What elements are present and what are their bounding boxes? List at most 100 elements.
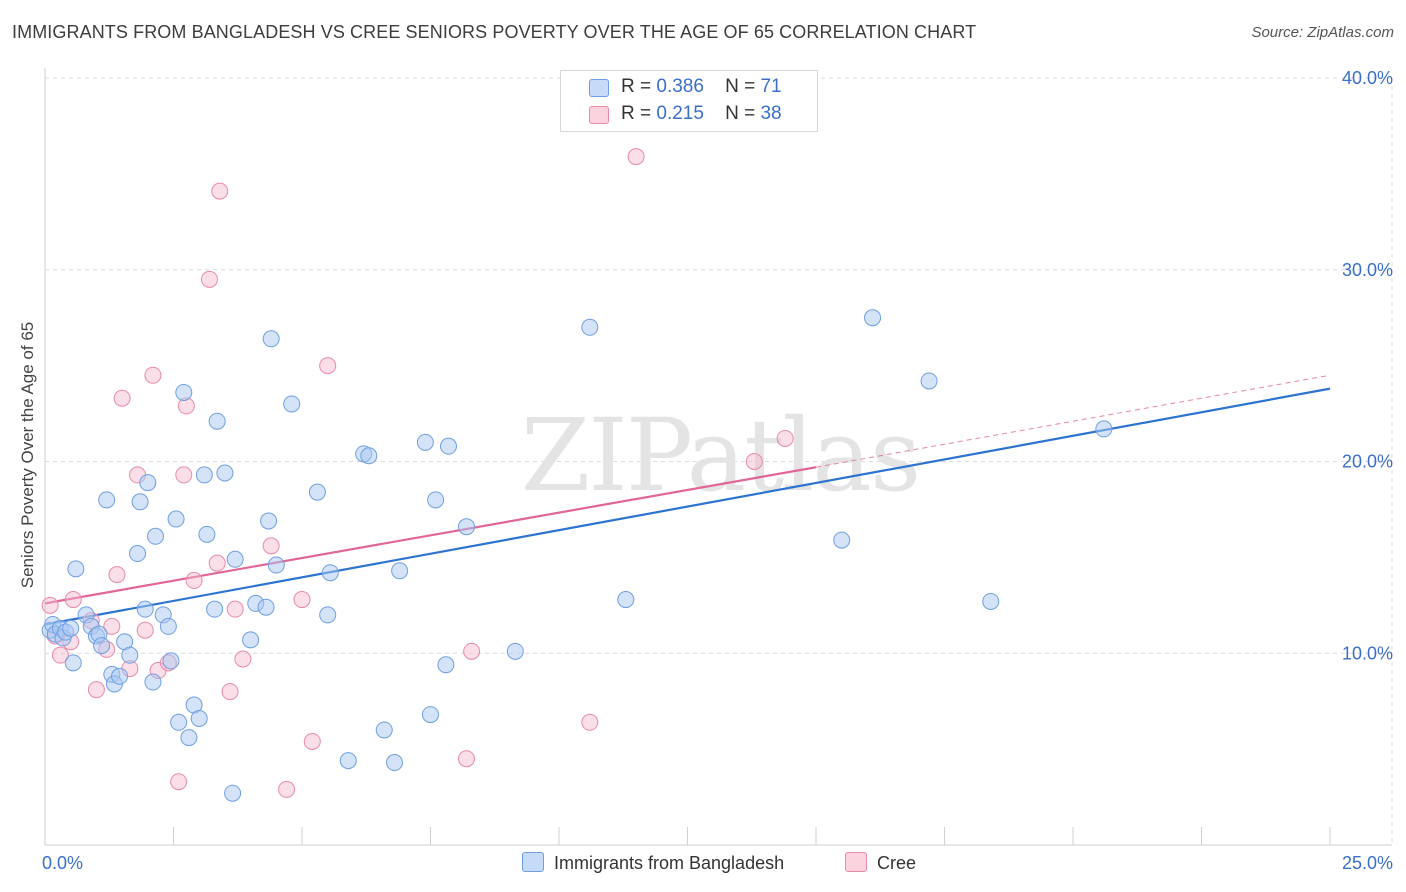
point-bangladesh bbox=[67, 560, 85, 578]
point-cree bbox=[170, 773, 188, 791]
point-bangladesh bbox=[131, 493, 149, 511]
point-bangladesh bbox=[308, 483, 326, 501]
point-bangladesh bbox=[375, 721, 393, 739]
point-cree bbox=[221, 683, 239, 701]
y-tick-label: 30.0% bbox=[1342, 260, 1393, 280]
x-tick-label-max: 25.0% bbox=[1342, 853, 1393, 873]
bottom-legend-label: Cree bbox=[877, 853, 917, 873]
trend-line-cree bbox=[44, 466, 817, 605]
data-points bbox=[41, 148, 1113, 802]
point-cree bbox=[144, 366, 162, 384]
point-cree bbox=[200, 270, 218, 288]
point-cree bbox=[113, 389, 131, 407]
point-bangladesh bbox=[62, 619, 80, 637]
point-cree bbox=[627, 148, 645, 166]
point-bangladesh bbox=[147, 527, 165, 545]
axes bbox=[44, 68, 1392, 846]
point-bangladesh bbox=[198, 525, 216, 543]
point-bangladesh bbox=[416, 433, 434, 451]
point-cree bbox=[745, 453, 763, 470]
bottom-legend-swatch-pink bbox=[845, 852, 867, 872]
x-tick-label-min: 0.0% bbox=[42, 853, 83, 873]
source-label: Source: ZipAtlas.com bbox=[1251, 24, 1394, 41]
point-bangladesh bbox=[617, 591, 635, 609]
point-bangladesh bbox=[139, 474, 157, 492]
point-bangladesh bbox=[506, 642, 524, 660]
point-cree bbox=[136, 621, 154, 639]
point-bangladesh bbox=[260, 512, 278, 530]
tick-labels: 10.0% 20.0% 30.0% 40.0% 0.0% 25.0% bbox=[42, 68, 1393, 873]
point-bangladesh bbox=[121, 646, 139, 664]
trend-line-bangladesh bbox=[44, 387, 1331, 626]
point-bangladesh bbox=[422, 706, 439, 724]
bottom-legend-label: Immigrants from Bangladesh bbox=[554, 853, 785, 873]
point-bangladesh bbox=[208, 412, 226, 430]
y-tick-label: 10.0% bbox=[1342, 643, 1393, 663]
point-bangladesh bbox=[267, 556, 285, 574]
point-bangladesh bbox=[319, 606, 337, 624]
legend-r-value: 0.386 bbox=[656, 76, 704, 97]
point-cree bbox=[278, 780, 296, 798]
point-bangladesh bbox=[283, 395, 301, 413]
legend-n-value: 38 bbox=[760, 103, 782, 124]
point-bangladesh bbox=[162, 652, 180, 670]
point-bangladesh bbox=[98, 491, 116, 509]
point-bangladesh bbox=[175, 383, 193, 401]
point-bangladesh bbox=[216, 464, 234, 482]
legend-n-label: N = bbox=[725, 103, 756, 124]
point-bangladesh bbox=[321, 564, 339, 582]
point-cree bbox=[103, 617, 121, 635]
point-bangladesh bbox=[982, 592, 1000, 610]
point-bangladesh bbox=[864, 309, 882, 327]
point-bangladesh bbox=[262, 330, 280, 348]
point-bangladesh bbox=[190, 709, 208, 727]
bottom-legend-cree: Cree bbox=[845, 852, 916, 874]
point-bangladesh bbox=[167, 510, 185, 528]
legend-swatch-blue bbox=[589, 79, 609, 97]
point-bangladesh bbox=[242, 631, 260, 649]
point-bangladesh bbox=[206, 600, 224, 618]
trend-lines bbox=[44, 374, 1331, 626]
point-cree bbox=[208, 554, 226, 572]
point-bangladesh bbox=[391, 562, 409, 580]
point-bangladesh bbox=[195, 466, 213, 484]
point-cree bbox=[234, 650, 252, 668]
point-cree bbox=[463, 642, 481, 660]
y-tick-label: 40.0% bbox=[1342, 68, 1393, 88]
point-cree bbox=[293, 591, 311, 609]
trend-line-cree-extension bbox=[815, 374, 1331, 468]
point-cree bbox=[319, 357, 337, 375]
point-cree bbox=[303, 732, 321, 750]
point-cree bbox=[185, 571, 203, 589]
point-cree bbox=[262, 537, 280, 555]
correlation-legend: R = 0.386 N = 71 R = 0.215 N = 38 bbox=[560, 70, 818, 132]
legend-n-label: N = bbox=[725, 76, 756, 97]
point-bangladesh bbox=[136, 600, 154, 618]
point-cree bbox=[776, 429, 794, 447]
point-bangladesh bbox=[257, 598, 275, 616]
point-bangladesh bbox=[111, 667, 129, 685]
point-cree bbox=[64, 591, 82, 609]
point-cree bbox=[211, 182, 229, 200]
point-bangladesh bbox=[170, 713, 188, 731]
point-bangladesh bbox=[180, 729, 198, 747]
point-bangladesh bbox=[437, 656, 455, 674]
point-bangladesh bbox=[386, 754, 404, 772]
point-bangladesh bbox=[920, 372, 938, 390]
legend-swatch-pink bbox=[589, 106, 609, 124]
point-bangladesh bbox=[339, 752, 357, 770]
point-bangladesh bbox=[144, 673, 162, 691]
point-cree bbox=[51, 646, 69, 664]
point-bangladesh bbox=[581, 318, 599, 336]
point-cree bbox=[175, 466, 193, 484]
point-bangladesh bbox=[360, 447, 378, 465]
point-bangladesh bbox=[833, 531, 851, 549]
point-cree bbox=[457, 750, 475, 768]
point-bangladesh bbox=[439, 437, 457, 455]
chart-title: IMMIGRANTS FROM BANGLADESH VS CREE SENIO… bbox=[12, 22, 977, 42]
point-bangladesh bbox=[427, 491, 445, 509]
legend-r-label: R = bbox=[621, 76, 652, 97]
point-bangladesh bbox=[64, 654, 82, 672]
point-bangladesh bbox=[224, 784, 242, 802]
